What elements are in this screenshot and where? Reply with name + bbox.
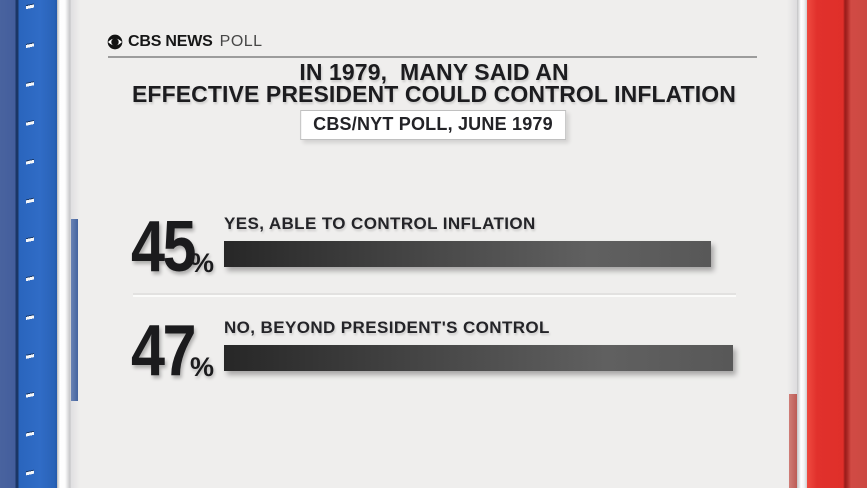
bar-value-yes: 45 — [131, 207, 197, 287]
bar-no — [224, 345, 733, 371]
percent-sign-no: % — [190, 352, 215, 382]
chart-title: IN 1979, MANY SAID AN EFFECTIVE PRESIDEN… — [80, 59, 788, 107]
right-red-accent-bar — [789, 394, 797, 488]
percent-sign-yes: % — [190, 248, 215, 278]
chart-title-line1: IN 1979, MANY SAID AN — [299, 59, 569, 85]
bar-value-no: 47 — [131, 311, 197, 391]
right-red-frame-panel — [807, 0, 867, 488]
left-white-pillar — [57, 0, 71, 488]
brand-poll-label: POLL — [219, 33, 263, 50]
bar-label-yes: YES, ABLE TO CONTROL INFLATION — [224, 214, 536, 233]
bar-yes — [224, 241, 711, 267]
source-badge: CBS/NYT POLL, JUNE 1979 — [300, 110, 566, 140]
right-white-pillar — [797, 0, 807, 488]
left-blue-frame-panel — [0, 0, 57, 488]
bar-label-no: NO, BEYOND PRESIDENT'S CONTROL — [224, 318, 550, 337]
chart-title-line2: EFFECTIVE PRESIDENT COULD CONTROL INFLAT… — [131, 81, 736, 107]
cbs-eye-icon — [107, 34, 123, 50]
brand-header: CBS NEWS POLL — [107, 33, 263, 51]
right-gutter — [787, 0, 797, 488]
row-divider — [133, 293, 736, 297]
brand-name: CBS NEWS — [128, 33, 213, 50]
left-blue-accent-bar — [71, 219, 78, 401]
header-divider — [108, 56, 757, 58]
left-stitching-decoration — [26, 0, 34, 488]
